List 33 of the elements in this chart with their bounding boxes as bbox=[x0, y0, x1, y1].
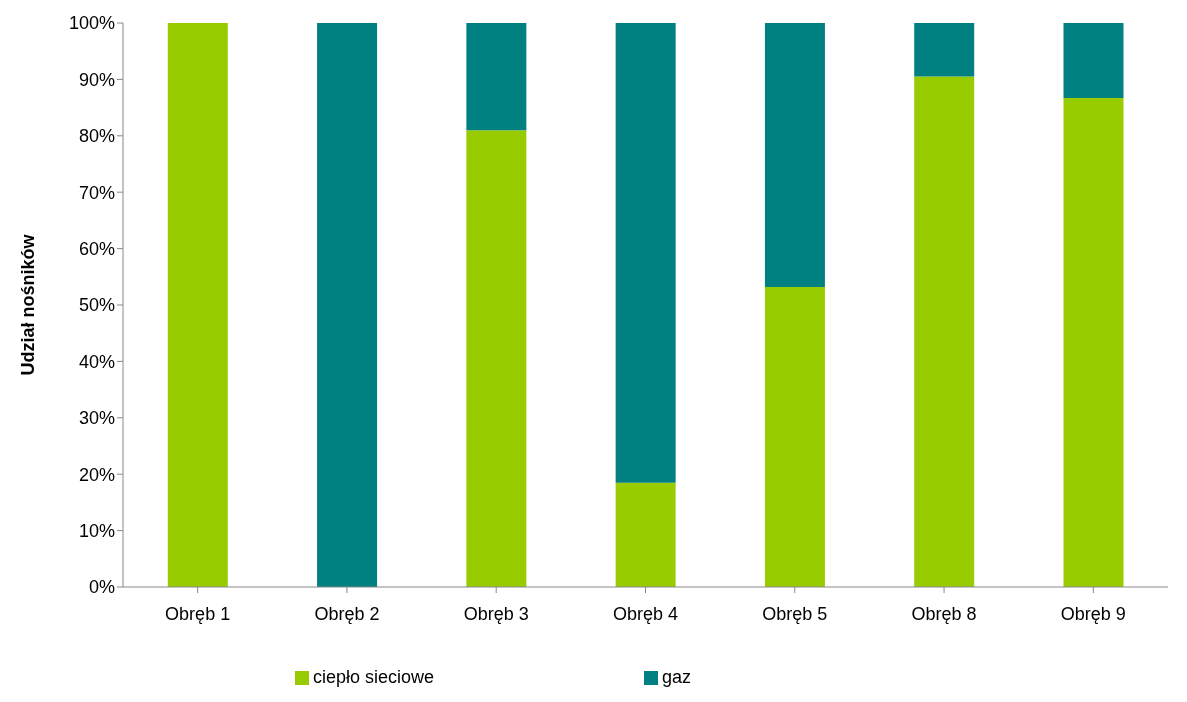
bar bbox=[466, 23, 527, 131]
bar bbox=[764, 23, 825, 287]
bar bbox=[1063, 23, 1124, 99]
bar bbox=[615, 23, 676, 483]
legend-label: ciepło sieciowe bbox=[312, 667, 435, 687]
x-tick-label: Obręb 1 bbox=[165, 603, 231, 624]
x-tick-label: Obręb 2 bbox=[314, 603, 380, 624]
y-tick-label: 80% bbox=[78, 126, 115, 147]
bar bbox=[914, 23, 975, 77]
x-tick-label: Obręb 8 bbox=[911, 603, 977, 624]
x-tick-label: Obręb 5 bbox=[762, 603, 828, 624]
bar bbox=[914, 76, 975, 587]
x-tick-label: Obręb 9 bbox=[1060, 603, 1126, 624]
bar bbox=[764, 286, 825, 587]
bar bbox=[317, 23, 378, 587]
y-tick-label: 60% bbox=[78, 238, 115, 259]
y-axis-title: Udział nośników bbox=[18, 233, 39, 376]
bar bbox=[466, 130, 527, 587]
x-tick-label: Obręb 4 bbox=[612, 603, 679, 624]
y-tick-label: 0% bbox=[88, 577, 115, 598]
x-tick-label: Obręb 3 bbox=[463, 603, 529, 624]
y-tick-label: 40% bbox=[78, 351, 115, 372]
y-tick-label: 70% bbox=[78, 182, 115, 203]
bar bbox=[615, 482, 676, 587]
y-tick-label: 100% bbox=[68, 13, 115, 34]
y-tick-label: 30% bbox=[78, 408, 115, 429]
bar bbox=[1063, 98, 1124, 587]
y-tick-label: 20% bbox=[78, 464, 115, 485]
bar bbox=[167, 23, 228, 587]
y-tick-label: 50% bbox=[78, 295, 115, 316]
y-tick-label: 90% bbox=[78, 69, 115, 90]
y-tick-label: 10% bbox=[78, 520, 115, 541]
legend-label: gaz bbox=[662, 667, 692, 687]
